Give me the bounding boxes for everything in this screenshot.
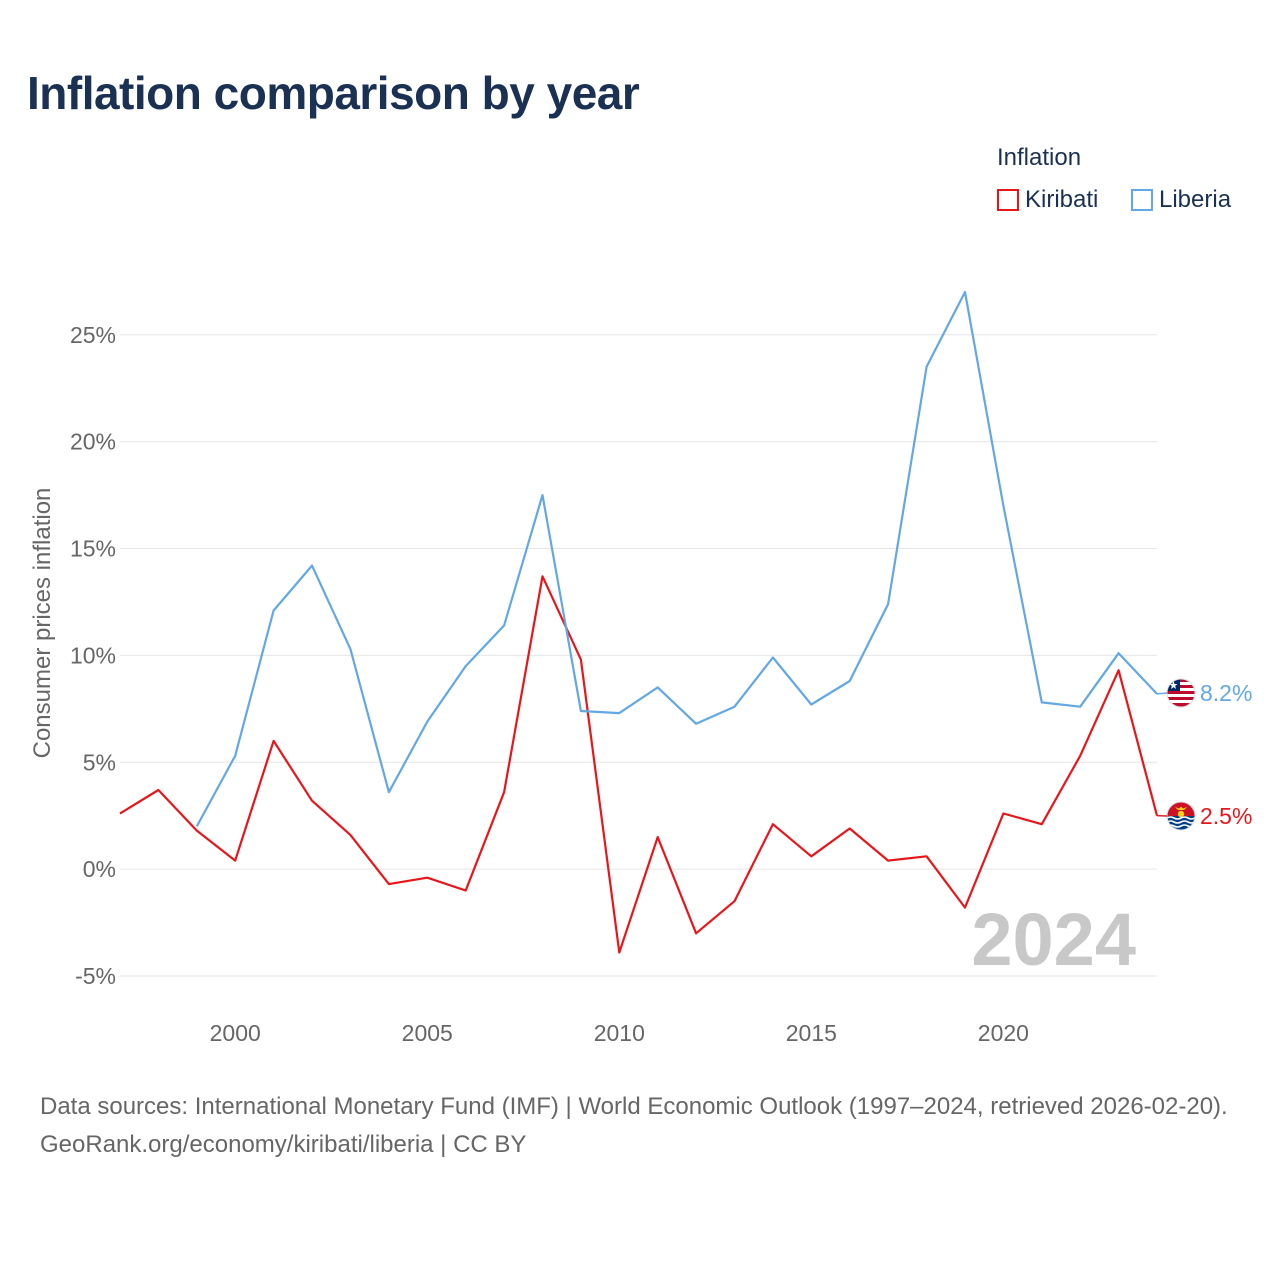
- gridlines: [120, 334, 1157, 977]
- y-tick-label: -5%: [75, 963, 116, 989]
- kiribati-flag-icon: [1167, 802, 1195, 830]
- legend-title: Inflation: [997, 144, 1082, 171]
- liberia-flag-icon: [1167, 679, 1195, 707]
- chart-title: Inflation comparison by year: [27, 67, 640, 119]
- y-tick-label: 0%: [83, 856, 116, 882]
- end-value-labels: 2.5% 8.2%: [1156, 680, 1252, 829]
- y-tick-label: 5%: [83, 749, 116, 775]
- y-tick-label: 25%: [70, 322, 116, 348]
- x-axis-ticks: 2000 2005 2010 2015 2020: [210, 1020, 1029, 1046]
- series-lines: [119, 290, 1159, 954]
- footer: Data sources: International Monetary Fun…: [40, 1088, 1250, 1164]
- x-tick-label: 2020: [978, 1020, 1029, 1046]
- end-value-label-liberia: 8.2%: [1200, 680, 1252, 706]
- legend-label-liberia: Liberia: [1159, 186, 1232, 213]
- legend-item-liberia[interactable]: Liberia: [1131, 186, 1231, 214]
- data-sources: Data sources: International Monetary Fun…: [40, 1093, 1228, 1120]
- x-tick-label: 2015: [786, 1020, 837, 1046]
- end-connector-liberia: [1156, 692, 1168, 695]
- year-watermark: 2024: [971, 898, 1136, 981]
- y-tick-label: 20%: [70, 429, 116, 455]
- x-tick-label: 2010: [594, 1020, 645, 1046]
- x-tick-label: 2005: [402, 1020, 453, 1046]
- legend-item-kiribati[interactable]: Kiribati: [997, 186, 1098, 214]
- legend-swatch-kiribati: [997, 189, 1019, 211]
- y-axis-ticks: -5% 0% 5% 10% 15% 20% 25%: [70, 322, 116, 989]
- series-line-kiribati[interactable]: [119, 575, 1159, 954]
- series-line-liberia[interactable]: [195, 290, 1158, 827]
- y-tick-label: 10%: [70, 642, 116, 668]
- legend-label-kiribati: Kiribati: [1025, 186, 1099, 213]
- y-axis-label: Consumer prices inflation: [29, 488, 56, 759]
- x-tick-label: 2000: [210, 1020, 261, 1046]
- line-chart: -5% 0% 5% 10% 15% 20% 25% 2000 2005 2010 2015 2020…: [29, 290, 1252, 1046]
- end-value-label-kiribati: 2.5%: [1200, 803, 1252, 829]
- attribution-link[interactable]: GeoRank.org/economy/kiribati/liberia | C…: [40, 1131, 527, 1158]
- legend-swatch-liberia: [1131, 189, 1153, 211]
- y-tick-label: 15%: [70, 536, 116, 562]
